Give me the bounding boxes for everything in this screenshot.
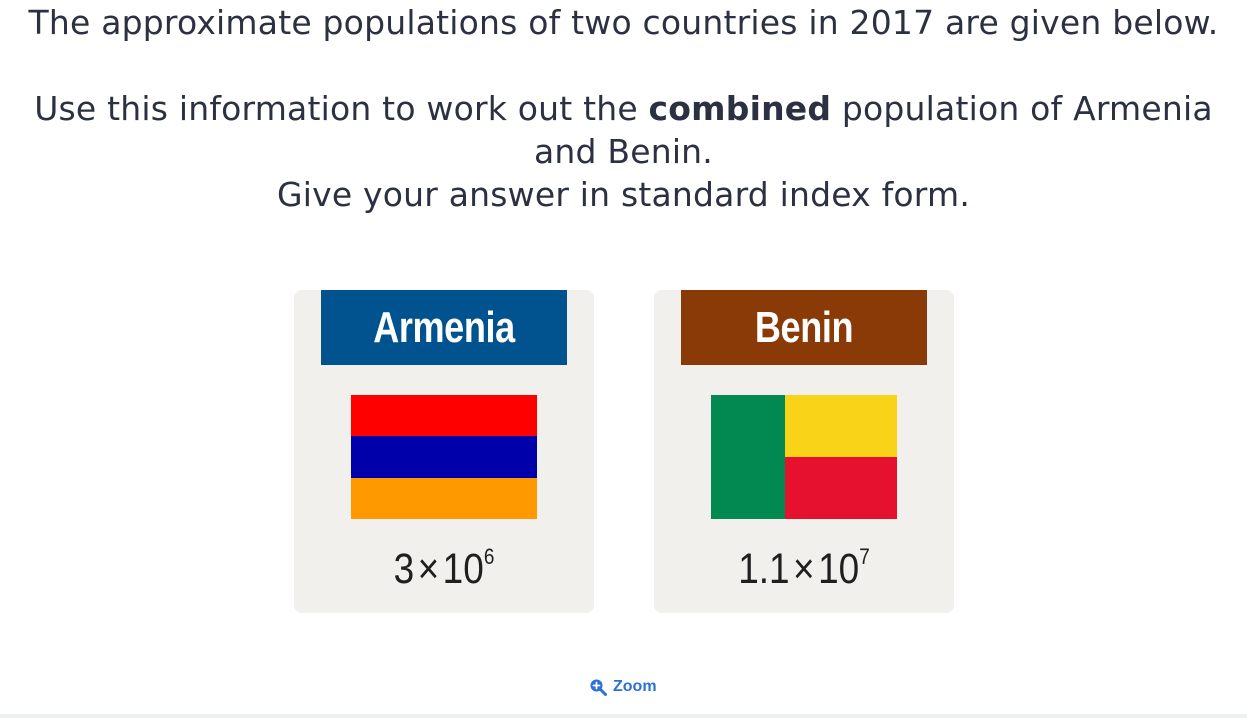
zoom-in-icon xyxy=(589,678,607,696)
benin-flag xyxy=(711,395,897,519)
question-line-3: Give your answer in standard index form. xyxy=(276,175,971,214)
question-line-1: The approximate populations of two count… xyxy=(28,3,1219,42)
benin-flag-green-band xyxy=(711,395,785,519)
benin-card: Benin 1.1×107 xyxy=(654,290,954,613)
armenia-flag xyxy=(351,395,537,519)
benin-card-header: Benin xyxy=(681,290,927,365)
question-line-2: Use this information to work out the com… xyxy=(0,87,1247,173)
armenia-flag-blue-stripe xyxy=(351,436,537,478)
benin-population-times: × xyxy=(793,545,815,593)
benin-population-exponent: 7 xyxy=(859,543,870,569)
benin-country-name: Benin xyxy=(754,302,854,352)
question-emphasis: combined xyxy=(648,89,832,128)
armenia-population-exponent: 6 xyxy=(483,543,495,569)
armenia-card-header: Armenia xyxy=(321,290,567,365)
zoom-button[interactable]: Zoom xyxy=(589,678,657,696)
zoom-label: Zoom xyxy=(613,678,657,695)
bottom-divider xyxy=(0,714,1247,718)
armenia-flag-orange-stripe xyxy=(351,477,537,519)
armenia-population-base: 10 xyxy=(442,545,484,593)
benin-population-coefficient: 1.1 xyxy=(738,545,790,593)
armenia-card: Armenia 3×106 xyxy=(294,290,594,613)
armenia-flag-red-stripe xyxy=(351,395,537,437)
question-line-2-start: Use this information to work out the xyxy=(34,89,649,128)
benin-flag-red-band xyxy=(785,457,897,519)
armenia-population-times: × xyxy=(417,545,440,593)
armenia-population: 3×106 xyxy=(315,543,573,594)
armenia-population-coefficient: 3 xyxy=(393,545,415,593)
armenia-country-name: Armenia xyxy=(373,302,515,352)
question-line-2-end: population of Armenia and Benin. xyxy=(533,89,1213,171)
benin-flag-yellow-band xyxy=(785,395,897,457)
benin-population-base: 10 xyxy=(818,545,860,593)
benin-population: 1.1×107 xyxy=(675,543,933,594)
